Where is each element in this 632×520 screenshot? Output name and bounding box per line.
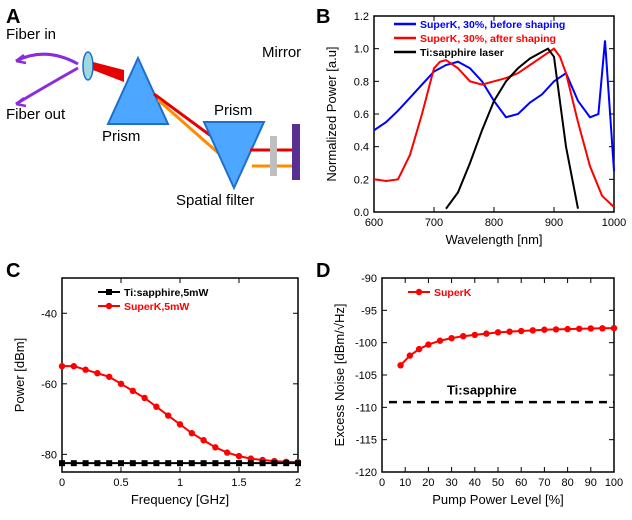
svg-text:Ti:sapphire,5mW: Ti:sapphire,5mW [124,287,208,299]
svg-text:-105: -105 [355,370,377,382]
svg-text:0: 0 [379,477,385,489]
label-prism1: Prism [102,128,140,145]
panel-b-chart: 60070080090010000.00.20.40.60.81.01.2Wav… [316,6,626,256]
svg-text:0.2: 0.2 [354,174,369,186]
panel-d: D 0102030405060708090100-120-115-110-105… [316,260,626,514]
svg-text:70: 70 [538,477,550,489]
svg-text:Excess Noise [dBm/√Hz]: Excess Noise [dBm/√Hz] [332,304,347,447]
svg-text:40: 40 [469,477,481,489]
svg-text:1.2: 1.2 [354,11,369,23]
svg-text:Pump Power Level [%]: Pump Power Level [%] [432,492,564,507]
svg-text:Wavelength [nm]: Wavelength [nm] [445,232,542,247]
svg-text:SuperK,5mW: SuperK,5mW [124,301,189,313]
label-fiber-in: Fiber in [6,26,56,43]
svg-text:SuperK: SuperK [434,287,472,299]
label-spatial-filter: Spatial filter [176,192,254,209]
svg-text:60: 60 [515,477,527,489]
svg-text:0.6: 0.6 [354,109,369,121]
svg-text:1.0: 1.0 [354,44,369,56]
svg-text:900: 900 [545,217,563,229]
label-mirror: Mirror [262,44,301,61]
svg-text:SuperK, 30%, after shaping: SuperK, 30%, after shaping [420,33,556,45]
label-prism2: Prism [214,102,252,119]
svg-text:1.5: 1.5 [231,477,246,489]
svg-text:0.5: 0.5 [113,477,128,489]
svg-text:90: 90 [585,477,597,489]
svg-text:1: 1 [177,477,183,489]
figure-root: A Fiber in Fiber out [0,0,632,520]
svg-text:10: 10 [399,477,411,489]
svg-text:0.0: 0.0 [354,207,369,219]
svg-text:0.4: 0.4 [354,142,369,154]
svg-text:-60: -60 [41,379,57,391]
svg-text:Power [dBm]: Power [dBm] [12,338,27,412]
svg-text:-80: -80 [41,449,57,461]
svg-text:100: 100 [605,477,623,489]
svg-text:1000: 1000 [602,217,626,229]
panel-c: C 00.511.52-80-60-40Frequency [GHz]Power… [6,260,310,514]
svg-text:-115: -115 [356,435,377,447]
svg-text:30: 30 [445,477,457,489]
svg-text:2: 2 [295,477,301,489]
svg-text:0.8: 0.8 [354,76,369,88]
svg-text:-120: -120 [355,467,377,479]
svg-text:80: 80 [561,477,573,489]
svg-text:-90: -90 [361,273,377,285]
panel-c-chart: 0 0.5 1 1.5 2 -80 -60 -40 Frequency [GHz] Power [… [6,260,310,514]
svg-text:-95: -95 [361,305,377,317]
label-fiber-out: Fiber out [6,106,65,123]
svg-text:Ti:sapphire laser: Ti:sapphire laser [420,47,504,59]
svg-text:SuperK, 30%, before shaping: SuperK, 30%, before shaping [420,19,565,31]
svg-text:800: 800 [485,217,503,229]
svg-text:-110: -110 [356,402,377,414]
svg-text:0: 0 [59,477,65,489]
svg-text:-100: -100 [355,338,377,350]
svg-text:700: 700 [425,217,443,229]
panel-d-chart: 0 10 20 30 40 50 60 70 80 90 100 -120 -115 -110 -105 -1… [316,260,626,514]
svg-text:50: 50 [492,477,504,489]
svg-text:20: 20 [422,477,434,489]
svg-text:Ti:sapphire: Ti:sapphire [447,382,517,397]
svg-text:Frequency [GHz]: Frequency [GHz] [131,492,229,507]
panel-b: B 60070080090010000.00.20.40.60.81.01.2W… [316,6,626,256]
svg-text:-40: -40 [41,308,57,320]
svg-text:Normalized Power [a.u]: Normalized Power [a.u] [324,46,339,181]
panel-a: A Fiber in Fiber out [6,6,306,246]
